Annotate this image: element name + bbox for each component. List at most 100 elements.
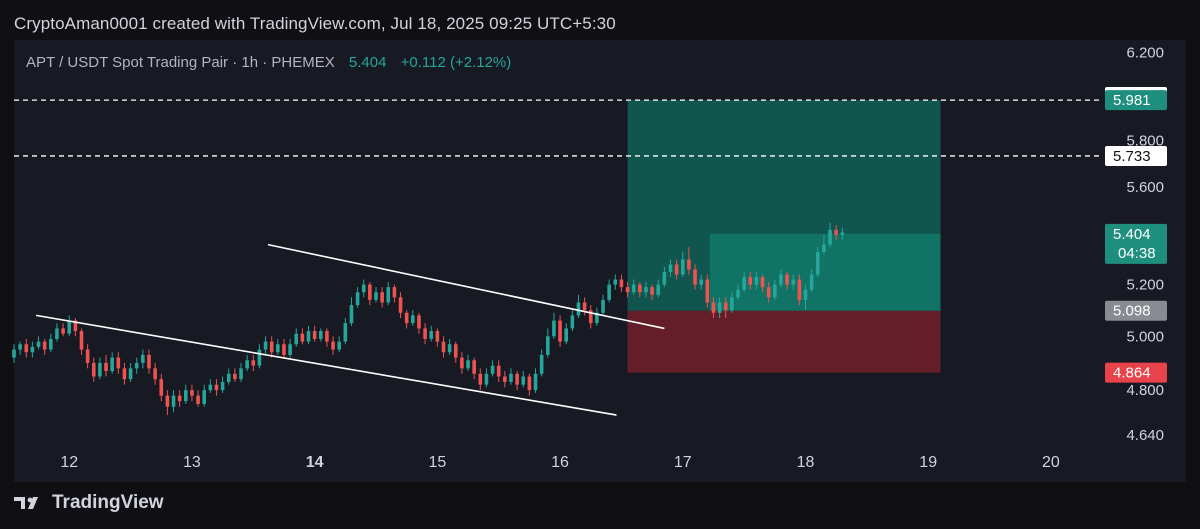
candle-body: [748, 277, 753, 285]
candle-body: [509, 373, 513, 382]
price-tag: [1105, 362, 1167, 383]
candle-body: [650, 287, 654, 295]
candle-body: [202, 390, 207, 404]
candle-body: [828, 229, 832, 245]
candle-body: [539, 354, 544, 374]
candle-body: [742, 277, 746, 290]
x-tick-label: 19: [919, 454, 937, 471]
price-tag: [1105, 90, 1167, 111]
candle-body: [644, 287, 648, 293]
candle-body: [631, 284, 636, 293]
price-tag-countdown: 04:38: [1118, 245, 1156, 262]
candle-body: [55, 328, 59, 339]
candle-body: [61, 328, 65, 334]
candle-body: [797, 279, 802, 300]
candle-body: [570, 315, 575, 329]
candle-body: [668, 264, 673, 272]
candle-body: [680, 259, 685, 275]
candle-body: [128, 368, 133, 380]
candle-body: [564, 328, 569, 342]
candle-body: [331, 341, 335, 350]
candle-body: [760, 277, 765, 288]
candle-body: [711, 302, 716, 313]
candle-body: [226, 373, 231, 382]
candle-body: [754, 277, 759, 285]
x-tick-label: 15: [428, 454, 446, 471]
price-tag-label: 5.404: [1113, 226, 1151, 243]
candle-body: [361, 284, 366, 293]
candle-body: [613, 279, 618, 285]
candle-body: [276, 344, 280, 353]
candle-body: [588, 310, 593, 324]
candle-body: [110, 357, 114, 372]
price-tag-label: 4.864: [1113, 365, 1151, 382]
candle-body: [552, 320, 556, 337]
candle-body: [699, 279, 703, 285]
candle-body: [386, 287, 391, 303]
candle-body: [239, 368, 243, 380]
candle-body: [484, 373, 489, 385]
candle-body: [36, 341, 41, 347]
trendline: [267, 243, 665, 330]
candle-body: [460, 357, 464, 369]
candle-body: [42, 341, 47, 350]
candle-body: [257, 349, 262, 366]
x-tick-label: 20: [1042, 454, 1060, 471]
candle-body: [91, 362, 96, 377]
price-tag: [1105, 223, 1167, 264]
x-tick-label: 12: [60, 454, 78, 471]
x-tick-label: 17: [674, 454, 692, 471]
price-tag: [1105, 300, 1167, 321]
loss-zone: [627, 310, 941, 373]
candle-body: [723, 302, 728, 311]
tradingview-logo[interactable]: TradingView: [14, 492, 164, 514]
candle-body: [183, 390, 188, 402]
y-tick-label: 6.200: [1126, 45, 1164, 62]
candle-body: [177, 395, 182, 402]
price-tag-label: 5.981: [1113, 92, 1151, 109]
candle-body: [515, 373, 519, 385]
candle-body: [374, 292, 378, 300]
candle-body: [429, 331, 434, 339]
candle-body: [380, 292, 384, 303]
candle-body: [466, 360, 470, 369]
tradingview-brand: TradingView: [52, 492, 164, 513]
symbol-legend[interactable]: APT / USDT Spot Trading Pair · 1h · PHEM…: [26, 54, 511, 71]
candle-body: [208, 384, 213, 391]
candle-body: [423, 328, 427, 339]
y-tick-label: 5.600: [1126, 179, 1164, 196]
candle-body: [773, 284, 777, 298]
last-price: 5.404: [348, 54, 387, 71]
y-tick-label: 5.800: [1126, 133, 1164, 150]
candle-body: [411, 315, 415, 324]
candle-body: [98, 362, 102, 377]
candle-body: [490, 365, 495, 374]
candle-body: [619, 279, 624, 288]
chart-area[interactable]: [14, 40, 1186, 482]
candle-body: [662, 271, 667, 285]
x-tick-label: 14: [306, 454, 324, 471]
candle-body: [674, 264, 679, 275]
candle-body: [134, 362, 139, 369]
candle-body: [595, 312, 599, 324]
candle-body: [558, 320, 562, 342]
y-tick-label: 5.200: [1126, 277, 1164, 294]
candle-body: [472, 360, 476, 374]
candle-body: [269, 341, 274, 353]
candle-body: [736, 289, 740, 298]
candle-body: [245, 360, 249, 369]
candle-body: [705, 279, 710, 303]
candle-body: [171, 395, 176, 407]
candle-body: [220, 381, 225, 391]
candle-body: [607, 284, 611, 300]
candle-body: [822, 244, 826, 253]
candle-body: [288, 344, 292, 355]
candle-body: [478, 373, 483, 385]
candle-body: [343, 323, 348, 342]
candle-body: [355, 292, 360, 306]
candle-body: [141, 354, 145, 363]
candle-body: [503, 376, 507, 382]
candle-body: [318, 331, 323, 339]
